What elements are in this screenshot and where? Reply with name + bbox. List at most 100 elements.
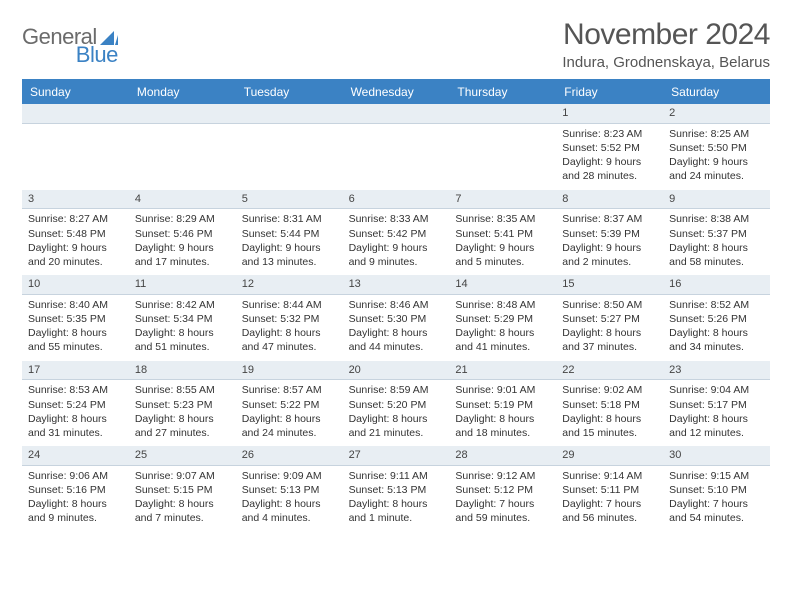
sunset-text: Sunset: 5:35 PM [28, 312, 123, 326]
sunset-text: Sunset: 5:16 PM [28, 483, 123, 497]
date-number [449, 104, 556, 124]
date-number: 15 [556, 275, 663, 295]
calendar-cell [129, 104, 236, 190]
daylight-text: Daylight: 9 hours and 13 minutes. [242, 241, 337, 269]
calendar-cell: 6Sunrise: 8:33 AMSunset: 5:42 PMDaylight… [343, 190, 450, 276]
daylight-text: Daylight: 9 hours and 5 minutes. [455, 241, 550, 269]
daylight-text: Daylight: 8 hours and 21 minutes. [349, 412, 444, 440]
cell-body: Sunrise: 8:53 AMSunset: 5:24 PMDaylight:… [22, 380, 129, 446]
date-number: 11 [129, 275, 236, 295]
sunrise-text: Sunrise: 8:55 AM [135, 383, 230, 397]
calendar-cell [449, 104, 556, 190]
daylight-text: Daylight: 8 hours and 27 minutes. [135, 412, 230, 440]
date-number: 2 [663, 104, 770, 124]
calendar-cell: 30Sunrise: 9:15 AMSunset: 5:10 PMDayligh… [663, 446, 770, 532]
cell-body: Sunrise: 9:15 AMSunset: 5:10 PMDaylight:… [663, 466, 770, 532]
calendar-cell: 26Sunrise: 9:09 AMSunset: 5:13 PMDayligh… [236, 446, 343, 532]
calendar-cell: 5Sunrise: 8:31 AMSunset: 5:44 PMDaylight… [236, 190, 343, 276]
date-number: 19 [236, 361, 343, 381]
cell-body [449, 124, 556, 133]
date-number: 1 [556, 104, 663, 124]
sunrise-text: Sunrise: 8:57 AM [242, 383, 337, 397]
daylight-text: Daylight: 8 hours and 9 minutes. [28, 497, 123, 525]
calendar-cell [236, 104, 343, 190]
sunset-text: Sunset: 5:24 PM [28, 398, 123, 412]
date-number: 22 [556, 361, 663, 381]
sunset-text: Sunset: 5:22 PM [242, 398, 337, 412]
cell-body: Sunrise: 8:59 AMSunset: 5:20 PMDaylight:… [343, 380, 450, 446]
sunset-text: Sunset: 5:46 PM [135, 227, 230, 241]
sunrise-text: Sunrise: 8:29 AM [135, 212, 230, 226]
sunrise-text: Sunrise: 9:02 AM [562, 383, 657, 397]
calendar-cell: 29Sunrise: 9:14 AMSunset: 5:11 PMDayligh… [556, 446, 663, 532]
cell-body: Sunrise: 8:35 AMSunset: 5:41 PMDaylight:… [449, 209, 556, 275]
date-number [129, 104, 236, 124]
date-number [343, 104, 450, 124]
daylight-text: Daylight: 8 hours and 24 minutes. [242, 412, 337, 440]
daylight-text: Daylight: 8 hours and 12 minutes. [669, 412, 764, 440]
calendar-cell: 19 Sunrise: 8:57 AMSunset: 5:22 PMDayligh… [236, 361, 343, 447]
cell-body: Sunrise: 8:44 AMSunset: 5:32 PMDaylight:… [236, 295, 343, 361]
sunset-text: Sunset: 5:50 PM [669, 141, 764, 155]
sunset-text: Sunset: 5:37 PM [669, 227, 764, 241]
sunrise-text: Sunrise: 9:01 AM [455, 383, 550, 397]
date-number: 9 [663, 190, 770, 210]
date-number: 13 [343, 275, 450, 295]
calendar-cell [343, 104, 450, 190]
sunrise-text: Sunrise: 8:31 AM [242, 212, 337, 226]
daylight-text: Daylight: 7 hours and 59 minutes. [455, 497, 550, 525]
date-number: 21 [449, 361, 556, 381]
cell-body: Sunrise: 9:07 AMSunset: 5:15 PMDaylight:… [129, 466, 236, 532]
sunset-text: Sunset: 5:52 PM [562, 141, 657, 155]
calendar-cell: 11Sunrise: 8:42 AMSunset: 5:34 PMDayligh… [129, 275, 236, 361]
cell-body: Sunrise: 8:37 AMSunset: 5:39 PMDaylight:… [556, 209, 663, 275]
calendar-cell: 12Sunrise: 8:44 AMSunset: 5:32 PMDayligh… [236, 275, 343, 361]
calendar-cell: 22Sunrise: 9:02 AMSunset: 5:18 PMDayligh… [556, 361, 663, 447]
cell-body: Sunrise: 8:46 AMSunset: 5:30 PMDaylight:… [343, 295, 450, 361]
calendar-cell: 9 Sunrise: 8:38 AMSunset: 5:37 PMDaylight… [663, 190, 770, 276]
month-title: November 2024 [562, 18, 770, 52]
daylight-text: Daylight: 9 hours and 20 minutes. [28, 241, 123, 269]
calendar-cell: 16Sunrise: 8:52 AMSunset: 5:26 PMDayligh… [663, 275, 770, 361]
sunrise-text: Sunrise: 9:11 AM [349, 469, 444, 483]
sunset-text: Sunset: 5:42 PM [349, 227, 444, 241]
date-number: 14 [449, 275, 556, 295]
sunrise-text: Sunrise: 9:15 AM [669, 469, 764, 483]
date-number [22, 104, 129, 124]
cell-body [343, 124, 450, 133]
sunrise-text: Sunrise: 8:33 AM [349, 212, 444, 226]
date-number: 4 [129, 190, 236, 210]
daylight-text: Daylight: 9 hours and 24 minutes. [669, 155, 764, 183]
calendar-cell: 17Sunrise: 8:53 AMSunset: 5:24 PMDayligh… [22, 361, 129, 447]
cell-body: Sunrise: 9:11 AMSunset: 5:13 PMDaylight:… [343, 466, 450, 532]
date-number: 10 [22, 275, 129, 295]
sunset-text: Sunset: 5:19 PM [455, 398, 550, 412]
date-number: 24 [22, 446, 129, 466]
cell-body: Sunrise: 8:31 AMSunset: 5:44 PMDaylight:… [236, 209, 343, 275]
date-number: 17 [22, 361, 129, 381]
cell-body [129, 124, 236, 133]
day-header-mon: Monday [129, 79, 236, 104]
daylight-text: Daylight: 8 hours and 41 minutes. [455, 326, 550, 354]
sunrise-text: Sunrise: 8:35 AM [455, 212, 550, 226]
sunset-text: Sunset: 5:20 PM [349, 398, 444, 412]
sunrise-text: Sunrise: 9:12 AM [455, 469, 550, 483]
calendar-week: 1Sunrise: 8:23 AMSunset: 5:52 PMDaylight… [22, 104, 770, 190]
sunrise-text: Sunrise: 9:06 AM [28, 469, 123, 483]
cell-body: Sunrise: 8:29 AMSunset: 5:46 PMDaylight:… [129, 209, 236, 275]
sunrise-text: Sunrise: 9:09 AM [242, 469, 337, 483]
calendar-cell: 8Sunrise: 8:37 AMSunset: 5:39 PMDaylight… [556, 190, 663, 276]
daylight-text: Daylight: 8 hours and 58 minutes. [669, 241, 764, 269]
calendar-cell: 15Sunrise: 8:50 AMSunset: 5:27 PMDayligh… [556, 275, 663, 361]
daylight-text: Daylight: 8 hours and 44 minutes. [349, 326, 444, 354]
daylight-text: Daylight: 8 hours and 37 minutes. [562, 326, 657, 354]
date-number: 28 [449, 446, 556, 466]
sunset-text: Sunset: 5:10 PM [669, 483, 764, 497]
sunset-text: Sunset: 5:12 PM [455, 483, 550, 497]
date-number: 27 [343, 446, 450, 466]
calendar-cell: 14Sunrise: 8:48 AMSunset: 5:29 PMDayligh… [449, 275, 556, 361]
sunrise-text: Sunrise: 8:38 AM [669, 212, 764, 226]
daylight-text: Daylight: 8 hours and 18 minutes. [455, 412, 550, 440]
calendar-week: 10Sunrise: 8:40 AMSunset: 5:35 PMDayligh… [22, 275, 770, 361]
sunset-text: Sunset: 5:26 PM [669, 312, 764, 326]
